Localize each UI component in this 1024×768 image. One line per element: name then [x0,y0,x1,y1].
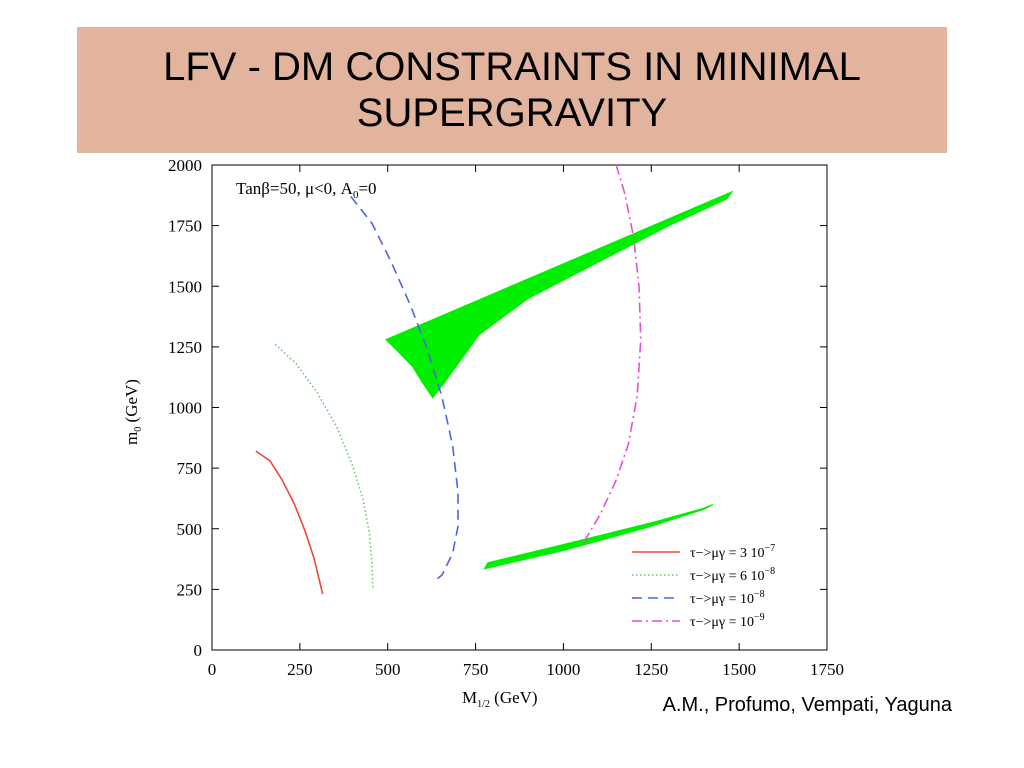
x-tick-label: 0 [208,660,217,679]
x-tick-label: 750 [463,660,489,679]
y-tick-label: 2000 [168,156,202,175]
x-tick-label: 500 [375,660,401,679]
y-tick-label: 750 [177,459,203,478]
x-tick-label: 1750 [810,660,844,679]
y-axis-label: m0 (GeV) [122,379,144,445]
x-tick-label: 1250 [634,660,668,679]
x-tick-label: 1000 [546,660,580,679]
title-banner: LFV - DM CONSTRAINTS IN MINIMAL SUPERGRA… [77,27,947,153]
x-tick-label: 250 [287,660,313,679]
y-tick-label: 0 [194,641,203,660]
series-line-3 [350,196,459,583]
legend-label-2: τ−>μγ = 6 10−8 [690,566,775,584]
y-tick-label: 250 [177,580,203,599]
y-tick-label: 1750 [168,217,202,236]
credit-text: A.M., Profumo, Vempati, Yaguna [662,694,952,716]
legend-label-3: τ−>μγ = 10−8 [690,589,765,607]
y-tick-label: 1500 [168,277,202,296]
legend-label-1: τ−>μγ = 3 10−7 [690,543,775,561]
series-line-1 [255,450,324,595]
slide-title: LFV - DM CONSTRAINTS IN MINIMAL SUPERGRA… [163,45,861,135]
series-line-2 [274,343,374,590]
legend-label-4: τ−>μγ = 10−9 [690,612,765,630]
y-tick-label: 500 [177,520,203,539]
y-tick-label: 1250 [168,338,202,357]
x-axis-label: M1/2 (GeV) [462,688,538,710]
dm-region-lower [483,504,714,570]
dm-region-upper [385,190,734,399]
series-line-4 [583,164,642,542]
x-tick-label: 1500 [722,660,756,679]
y-tick-label: 1000 [168,399,202,418]
chart-annotation: Tanβ=50, μ<0, A0=0 [236,179,377,201]
